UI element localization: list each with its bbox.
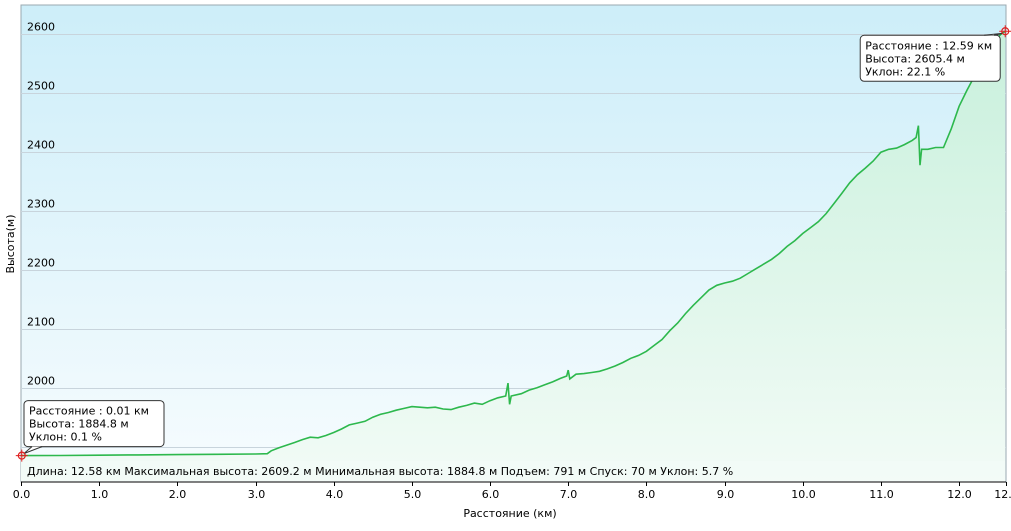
x-tick-label: 10.0: [791, 488, 816, 501]
x-tick-label: 1.0: [91, 488, 109, 501]
x-tick-label: 11.0: [869, 488, 894, 501]
x-axis-title: Расстояние (км): [463, 507, 556, 520]
y-axis-ticks: 2000 2100 2200 2300 2400 2500 2600: [27, 21, 55, 388]
callout-line: Высота: 1884.8 м: [29, 418, 129, 431]
y-tick-label: 2100: [27, 316, 55, 329]
y-tick-label: 2200: [27, 257, 55, 270]
x-tick-label: 9.0: [717, 488, 735, 501]
callout-box: [23, 400, 165, 448]
x-tick-label: 2.0: [169, 488, 187, 501]
x-tick-label: 8.0: [638, 488, 656, 501]
x-tick-label: 4.0: [326, 488, 344, 501]
y-tick-label: 2600: [27, 21, 55, 34]
callout-pointer: [23, 446, 43, 455]
x-tick-label: 3.0: [248, 488, 266, 501]
callout-line: Расстояние : 0.01 км: [29, 405, 149, 418]
callout-line: Уклон: 0.1 %: [29, 431, 102, 444]
callout-line: Высота: 2605.4 м: [865, 52, 965, 65]
y-tick-label: 2300: [27, 198, 55, 211]
x-tick-label: 6.0: [482, 488, 500, 501]
elevation-area: [21, 31, 1006, 482]
x-tick-label: 12.0: [947, 488, 972, 501]
y-axis-title: Высота(м): [4, 214, 17, 273]
callout-line: Уклон: 22.1 %: [865, 65, 945, 78]
stats-band: [22, 461, 1005, 481]
y-tick-label: 2000: [27, 375, 55, 388]
y-tick-label: 2400: [27, 139, 55, 152]
callout-line: Расстояние : 12.59 км: [865, 39, 992, 52]
y-tick-label: 2500: [27, 80, 55, 93]
callout-pointer: [984, 32, 1004, 36]
x-tick-label: 7.0: [560, 488, 578, 501]
x-tick-label: 5.0: [404, 488, 422, 501]
x-axis-ticks: 0.0 1.0 2.0 3.0 4.0 5.0 6.0 7.0 8.0 9.0 10.0 11.0 12…: [13, 482, 1011, 501]
x-tick-label: 0.0: [13, 488, 31, 501]
callout-box: [859, 34, 1001, 82]
elevation-series-line: [20, 30, 1006, 457]
route-stats: Длина: 12.58 км Максимальная высота: 260…: [27, 465, 733, 478]
x-tick-label: 12.6: [994, 488, 1011, 501]
